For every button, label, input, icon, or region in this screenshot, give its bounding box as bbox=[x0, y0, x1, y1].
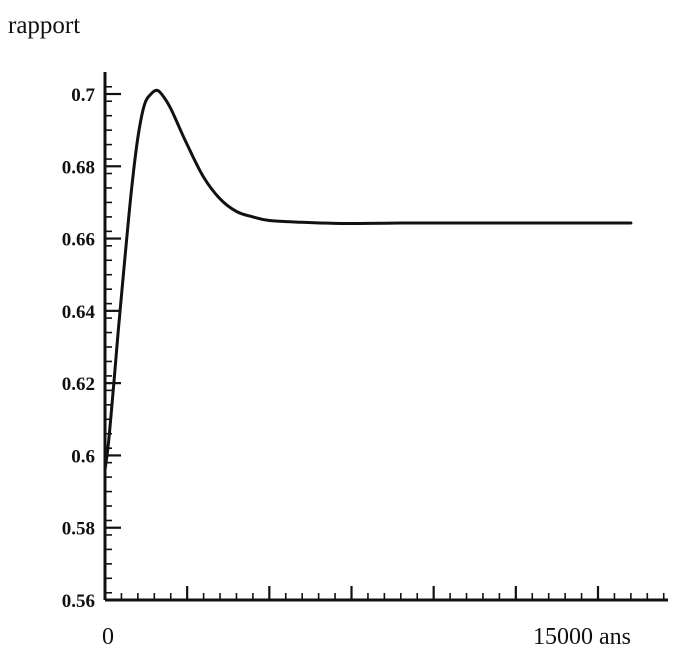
y-tick-label: 0.56 bbox=[62, 591, 95, 612]
series-line bbox=[103, 88, 633, 472]
x-tick-label: 0 bbox=[102, 624, 114, 650]
x-ticks: 0 15000 ans bbox=[102, 624, 631, 650]
x-minor-ticks bbox=[120, 586, 665, 600]
y-tick-label: 0.64 bbox=[62, 302, 96, 323]
y-tick-label: 0.6 bbox=[71, 446, 95, 467]
y-tick-label: 0.7 bbox=[71, 85, 95, 106]
y-ticks: 0.56 0.58 0.6 0.62 0.64 0.66 0.68 0.7 bbox=[62, 85, 121, 612]
x-tick-label: 15000 ans bbox=[533, 624, 631, 650]
series-layer bbox=[103, 88, 633, 472]
y-tick-label: 0.66 bbox=[62, 230, 95, 251]
y-axis-label: rapport bbox=[8, 12, 80, 39]
y-tick-label: 0.62 bbox=[62, 374, 95, 395]
y-tick-label: 0.68 bbox=[62, 157, 95, 178]
y-tick-label: 0.58 bbox=[62, 519, 95, 540]
